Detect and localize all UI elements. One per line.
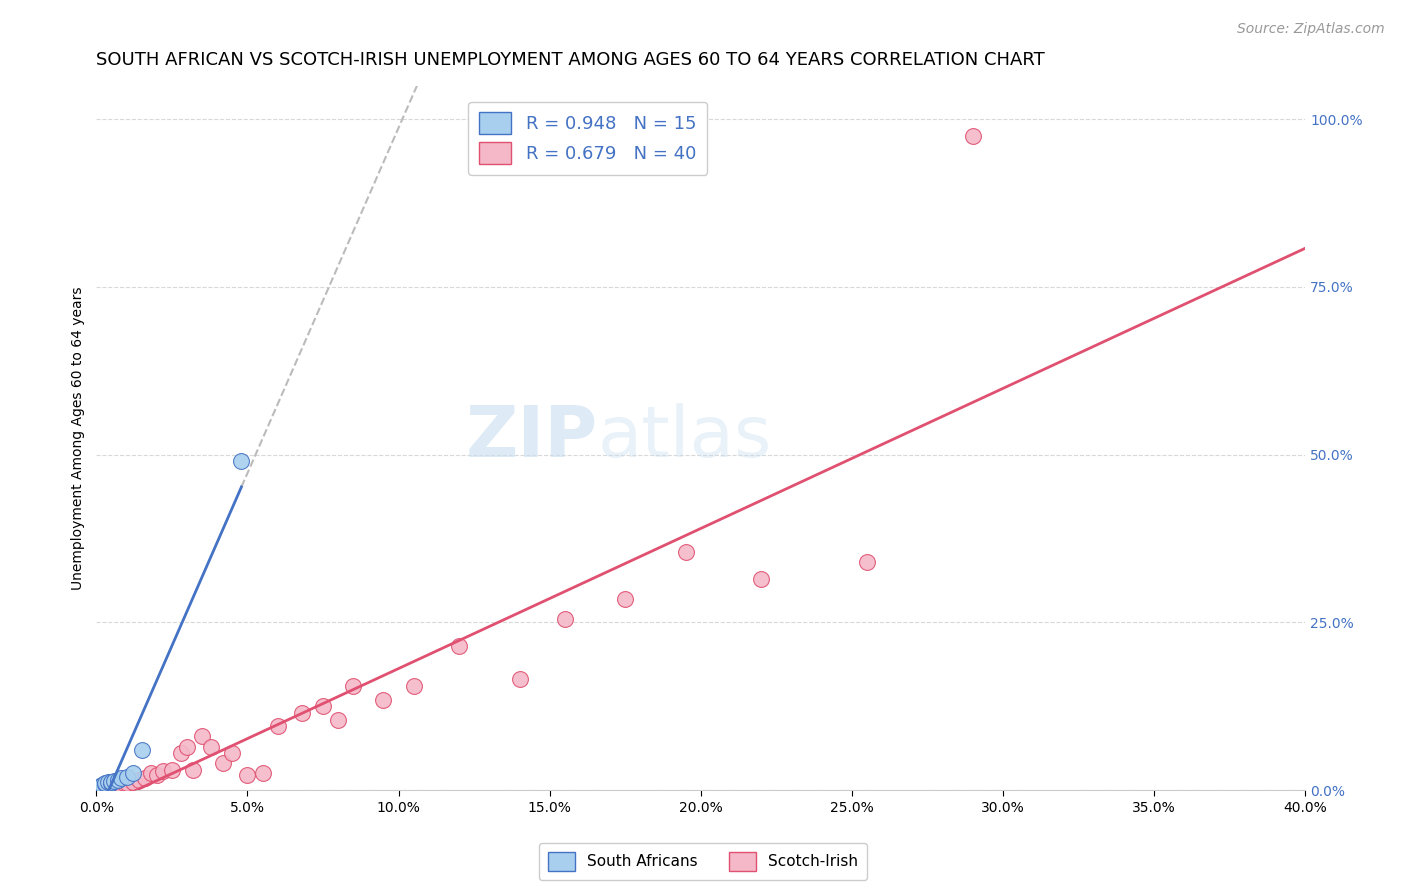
Point <box>103 774 125 789</box>
Point <box>121 766 143 780</box>
Point <box>97 780 120 794</box>
Text: Source: ZipAtlas.com: Source: ZipAtlas.com <box>1237 22 1385 37</box>
Point <box>212 756 235 771</box>
Point <box>128 773 150 788</box>
Point <box>97 775 120 789</box>
Point <box>100 780 122 794</box>
Point <box>856 555 879 569</box>
Point <box>91 778 114 792</box>
Point <box>170 746 193 760</box>
Point <box>94 776 117 790</box>
Point <box>107 778 129 792</box>
Point <box>121 775 143 789</box>
Point <box>107 773 129 788</box>
Point <box>675 545 697 559</box>
Legend: South Africans, Scotch-Irish: South Africans, Scotch-Irish <box>538 843 868 880</box>
Text: ZIP: ZIP <box>465 403 598 473</box>
Text: atlas: atlas <box>598 403 772 473</box>
Point <box>614 591 637 606</box>
Point <box>91 780 114 794</box>
Point <box>221 746 243 760</box>
Point <box>94 780 117 795</box>
Text: SOUTH AFRICAN VS SCOTCH-IRISH UNEMPLOYMENT AMONG AGES 60 TO 64 YEARS CORRELATION: SOUTH AFRICAN VS SCOTCH-IRISH UNEMPLOYME… <box>97 51 1045 69</box>
Point <box>402 679 425 693</box>
Point <box>115 770 138 784</box>
Point <box>110 778 132 792</box>
Point <box>134 771 156 785</box>
Point <box>139 766 162 780</box>
Point <box>508 673 530 687</box>
Point <box>236 768 259 782</box>
Point <box>342 679 364 693</box>
Point <box>103 779 125 793</box>
Point <box>328 713 350 727</box>
Point <box>146 768 169 782</box>
Point <box>100 776 122 790</box>
Point <box>449 639 471 653</box>
Point <box>962 128 984 143</box>
Point <box>110 771 132 785</box>
Point <box>191 730 214 744</box>
Point <box>160 763 183 777</box>
Point <box>181 763 204 777</box>
Point <box>312 699 335 714</box>
Point <box>252 766 274 780</box>
Point <box>115 776 138 790</box>
Point <box>152 764 174 779</box>
Point <box>749 572 772 586</box>
Point <box>267 719 290 733</box>
Point <box>91 779 114 793</box>
Y-axis label: Unemployment Among Ages 60 to 64 years: Unemployment Among Ages 60 to 64 years <box>72 286 86 590</box>
Point <box>94 777 117 791</box>
Point <box>89 780 111 794</box>
Point <box>231 454 253 468</box>
Point <box>200 739 222 754</box>
Point <box>291 706 314 720</box>
Point <box>112 776 135 790</box>
Point <box>373 692 395 706</box>
Point <box>176 739 198 754</box>
Point <box>131 743 153 757</box>
Point <box>100 775 122 789</box>
Point <box>554 612 576 626</box>
Legend: R = 0.948   N = 15, R = 0.679   N = 40: R = 0.948 N = 15, R = 0.679 N = 40 <box>468 102 707 175</box>
